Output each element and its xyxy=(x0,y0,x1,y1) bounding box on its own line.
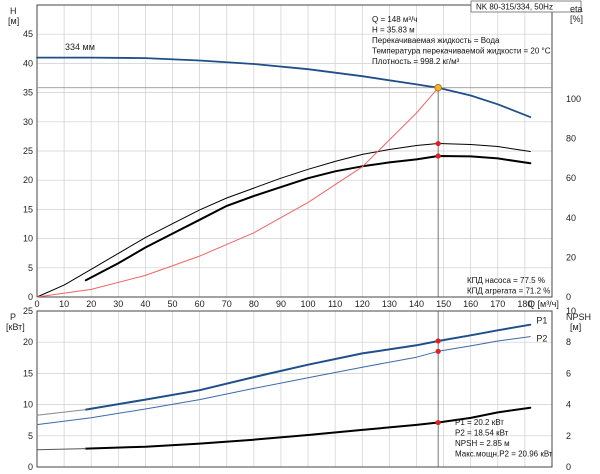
bottom-series-line-1 xyxy=(36,336,531,426)
bottom-left-tick-label: 0 xyxy=(28,462,33,472)
top-right-axis-unit: [%] xyxy=(570,14,583,24)
bottom-marker-0 xyxy=(435,338,441,344)
top-plot-frame xyxy=(36,4,553,298)
x-tick-label: 170 xyxy=(490,299,505,309)
x-tick-label: 120 xyxy=(355,299,370,309)
top-right-tick-label: 80 xyxy=(566,134,576,144)
top-series-line-0 xyxy=(36,56,532,118)
x-tick-label: 30 xyxy=(113,299,123,309)
bottom-series-label-p1: P1 xyxy=(536,316,547,326)
bottom-right-axis-label: NPSH xyxy=(566,312,591,322)
x-tick-label: 100 xyxy=(301,299,316,309)
bottom-marker-2 xyxy=(435,419,441,426)
bottom-right-axis-unit: [м] xyxy=(570,322,581,332)
x-tick-label: 160 xyxy=(463,299,478,309)
x-tick-label: 140 xyxy=(409,299,424,309)
eta-unit-marker xyxy=(435,153,441,159)
top-series-line-1 xyxy=(84,155,532,282)
x-tick-label: 180 xyxy=(517,299,532,309)
marks-layer xyxy=(37,84,552,467)
bottom-right-tick-label: 2 xyxy=(566,431,571,441)
x-tick-label: 90 xyxy=(276,299,286,309)
top-left-tick-label: 25 xyxy=(23,146,33,156)
efficiency-info-line-1: КПД агрегата = 71.2 % xyxy=(467,287,550,296)
duty-info-line-4: Плотность = 998.2 кг/м³ xyxy=(372,57,460,66)
bottom-left-tick-label: 10 xyxy=(23,400,33,410)
duty-info-line-0: Q = 148 м³/ч xyxy=(372,15,417,24)
bottom-plot-frame xyxy=(36,310,553,468)
top-right-tick-label: 60 xyxy=(566,173,576,183)
x-tick-label: 150 xyxy=(436,299,451,309)
top-left-tick-label: 5 xyxy=(28,263,33,273)
power-info-line-3: Макс.мощн.P2 = 20.96 кВт xyxy=(455,450,553,459)
top-left-tick-label: 10 xyxy=(23,234,33,244)
bottom-left-tick-label: 20 xyxy=(23,337,33,347)
x-tick-label: 50 xyxy=(168,299,178,309)
x-tick-label: 60 xyxy=(195,299,205,309)
x-tick-label: 80 xyxy=(249,299,259,309)
grid-layer xyxy=(36,5,552,468)
bottom-series-line-0 xyxy=(84,323,532,411)
bottom-series-line-3 xyxy=(84,406,532,450)
x-tick-label: 40 xyxy=(140,299,150,309)
bottom-series-line-4 xyxy=(36,448,87,451)
x-tick-label: 70 xyxy=(222,299,232,309)
top-left-tick-label: 40 xyxy=(23,58,33,68)
bottom-right-tick-label: 0 xyxy=(566,462,571,472)
top-right-tick-label: 100 xyxy=(566,94,581,104)
duty-info-line-1: H = 35.83 м xyxy=(372,26,415,35)
x-axis-label: Q [м³/ч] xyxy=(528,299,559,309)
duty-info-line-2: Перекачиваемая жидкость = Вода xyxy=(372,36,500,45)
bottom-right-tick-label: 10 xyxy=(566,306,576,316)
x-tick-label: 110 xyxy=(328,299,342,309)
top-series-line-3 xyxy=(36,87,439,298)
bottom-right-tick-label: 8 xyxy=(566,337,571,347)
top-left-tick-label: 15 xyxy=(23,204,33,214)
top-right-tick-label: 40 xyxy=(566,213,576,223)
impeller-diameter-label: 334 мм xyxy=(65,42,95,52)
title-box xyxy=(470,0,582,13)
efficiency-info-line-0: КПД насоса = 77.5 % xyxy=(467,276,545,285)
duty-point-marker xyxy=(434,84,442,92)
power-info-line-1: P2 = 18.54 кВт xyxy=(455,429,509,438)
top-left-tick-label: 20 xyxy=(23,175,33,185)
top-left-tick-label: 30 xyxy=(23,117,33,127)
duty-info-line-3: Температура перекачиваемой жидкости = 20… xyxy=(372,47,551,56)
top-left-tick-label: 0 xyxy=(28,292,33,302)
axes-layer xyxy=(36,0,582,468)
x-tick-label: 0 xyxy=(34,299,39,309)
top-left-axis-unit: [м] xyxy=(8,16,19,26)
series-layer xyxy=(36,56,532,451)
top-right-axis-label: eta xyxy=(570,4,583,14)
x-tick-label: 10 xyxy=(59,299,69,309)
bottom-left-axis-label: P xyxy=(10,312,16,322)
bottom-left-tick-label: 15 xyxy=(23,368,33,378)
x-tick-label: 20 xyxy=(86,299,96,309)
top-right-tick-label: 0 xyxy=(566,292,571,302)
power-info-line-2: NPSH = 2.85 м xyxy=(455,439,510,448)
x-tick-label: 130 xyxy=(382,299,397,309)
bottom-left-tick-label: 5 xyxy=(28,431,33,441)
top-series-line-2 xyxy=(36,143,531,298)
power-info-line-0: P1 = 20.2 кВт xyxy=(455,418,504,427)
top-left-tick-label: 45 xyxy=(23,29,33,39)
bottom-right-tick-label: 6 xyxy=(566,368,571,378)
bottom-series-label-p2: P2 xyxy=(536,334,547,344)
chart-title: NK 80-315/334, 50Hz xyxy=(476,3,553,12)
bottom-left-axis-unit: [кВт] xyxy=(6,322,25,332)
bottom-marker-1 xyxy=(435,348,441,354)
bottom-right-tick-label: 4 xyxy=(566,400,571,410)
bottom-series-line-2 xyxy=(36,409,87,416)
text-layer: 0 10 20 30 40 50 60 70 80 90 100 110 120 130 140 150 160… xyxy=(6,3,591,473)
bottom-left-tick-label: 25 xyxy=(23,306,33,316)
top-right-tick-label: 20 xyxy=(566,252,576,262)
top-left-tick-label: 35 xyxy=(23,88,33,98)
eta-pump-marker xyxy=(435,140,441,147)
top-left-axis-label: H xyxy=(10,6,17,16)
